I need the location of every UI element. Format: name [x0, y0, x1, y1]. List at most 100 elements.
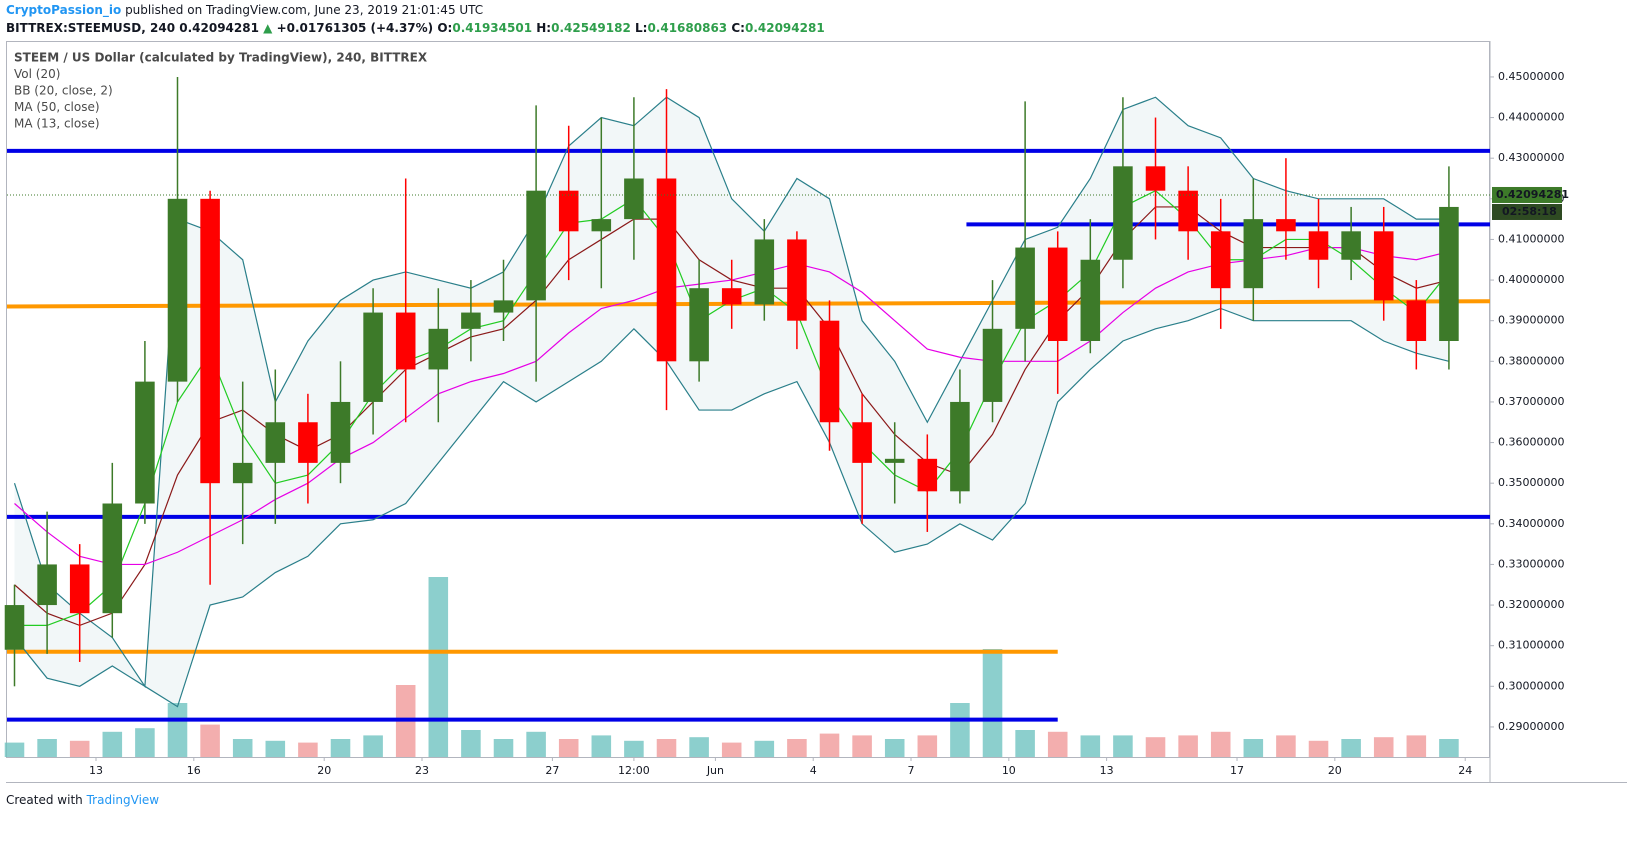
volume-bar [167, 703, 188, 757]
candle-body [917, 458, 938, 492]
volume-bar [37, 739, 57, 757]
change: +0.01761305 (+4.37%) [276, 21, 434, 35]
indicator-line [14, 307, 1450, 708]
candle-body [1308, 231, 1329, 260]
candle-body [4, 605, 25, 650]
legend-entry: Vol (20) [14, 67, 60, 81]
close: 0.42094281 [744, 21, 825, 35]
volume-bar [1113, 735, 1133, 757]
y-tick-label: 0.29000000 [1498, 720, 1564, 733]
volume-bar [232, 739, 253, 757]
volume-bar [558, 739, 579, 757]
candle-body [1210, 231, 1231, 289]
volume-bar [363, 735, 383, 757]
candle-body [298, 422, 318, 463]
volume-bar [950, 703, 970, 757]
indicator-line [13, 96, 1449, 689]
y-tick-label: 0.36000000 [1498, 436, 1564, 449]
candle-body [1406, 300, 1427, 341]
volume-bar [330, 739, 351, 757]
volume-bar [1373, 737, 1394, 757]
candle-body [167, 198, 188, 382]
y-tick-label: 0.33000000 [1498, 557, 1564, 570]
candle-body [1276, 219, 1296, 232]
legend-entry: MA (13, close) [14, 117, 100, 131]
footer: Created with TradingView [6, 793, 159, 807]
candle-body [787, 239, 807, 321]
volume-bar [493, 739, 514, 757]
volume-bar [461, 730, 481, 757]
x-tick-label: 20 [1328, 764, 1342, 777]
symbol: BITTREX:STEEMUSD, 240 [6, 21, 176, 35]
candle-body [395, 312, 416, 370]
candle-body [330, 401, 351, 463]
high-label: H: [536, 21, 552, 35]
candle-body [1113, 166, 1133, 260]
author[interactable]: CryptoPassion_io [6, 3, 122, 17]
brand[interactable]: TradingView [86, 793, 160, 807]
candle-body [363, 312, 383, 402]
created: Created with [6, 793, 83, 807]
candle-body [689, 288, 709, 362]
volume-bar [1047, 731, 1068, 757]
publish-line: CryptoPassion_io published on TradingVie… [6, 3, 483, 17]
volume-bar [428, 577, 449, 757]
candle-body [1047, 247, 1068, 341]
y-tick-label: 0.43000000 [1498, 151, 1564, 164]
legend-entry: MA (50, close) [14, 100, 100, 114]
x-tick-label: 27 [545, 764, 559, 777]
volume-bar [656, 739, 677, 757]
volume-bar [982, 649, 1003, 757]
volume-bar [298, 742, 318, 757]
y-tick-label: 0.35000000 [1498, 476, 1564, 489]
last-price-label: 0.42094281 [1496, 188, 1569, 201]
y-tick-label: 0.41000000 [1498, 232, 1564, 245]
volume-bar [1080, 735, 1101, 757]
candle-body [135, 381, 155, 504]
candle-body [1341, 231, 1361, 260]
y-tick-label: 0.30000000 [1498, 679, 1564, 692]
candle-body [1178, 190, 1198, 232]
candle-body [1145, 166, 1166, 191]
volume-bar [689, 737, 709, 757]
candle-body [852, 422, 872, 463]
legend: STEEM / US Dollar (calculated by Trading… [14, 51, 428, 131]
y-tick-label: 0.31000000 [1498, 639, 1564, 652]
y-tick-label: 0.32000000 [1498, 598, 1564, 611]
low-label: L: [635, 21, 648, 35]
volume-bar [787, 739, 807, 757]
legend-title: STEEM / US Dollar (calculated by Trading… [14, 51, 428, 65]
volume-bar [526, 731, 546, 757]
candle-body [461, 312, 481, 329]
x-tick-label: 13 [89, 764, 103, 777]
published: published on TradingView.com, June 23, 2… [125, 3, 484, 17]
volume-bar [1341, 739, 1361, 757]
marks [4, 76, 1491, 757]
volume-bar [721, 742, 742, 757]
volume-bar [1178, 735, 1198, 757]
candle-body [200, 198, 220, 484]
volume-bar [624, 740, 644, 757]
candle-body [37, 564, 57, 606]
volume-bar [1210, 731, 1231, 757]
candle-body [1243, 219, 1264, 289]
y-tick-label: 0.44000000 [1498, 111, 1564, 124]
candle-body [754, 239, 775, 305]
candle-body [624, 178, 644, 220]
volume-bar [819, 733, 840, 757]
low: 0.41680863 [647, 21, 728, 35]
legend-entry: BB (20, close, 2) [14, 84, 113, 98]
y-tick-label: 0.45000000 [1498, 70, 1564, 83]
arrow: ▲ [263, 21, 273, 35]
x-tick-label: 13 [1100, 764, 1114, 777]
volume-bar [265, 740, 286, 757]
candle-body [950, 401, 970, 492]
price: 0.42094281 [179, 21, 259, 35]
y-tick-label: 0.40000000 [1498, 273, 1564, 286]
volume-bar [1145, 737, 1166, 757]
candle-body [591, 219, 612, 232]
x-tick-label: Jun [706, 764, 724, 777]
countdown-tag [1492, 203, 1562, 220]
close-label: C: [731, 21, 745, 35]
